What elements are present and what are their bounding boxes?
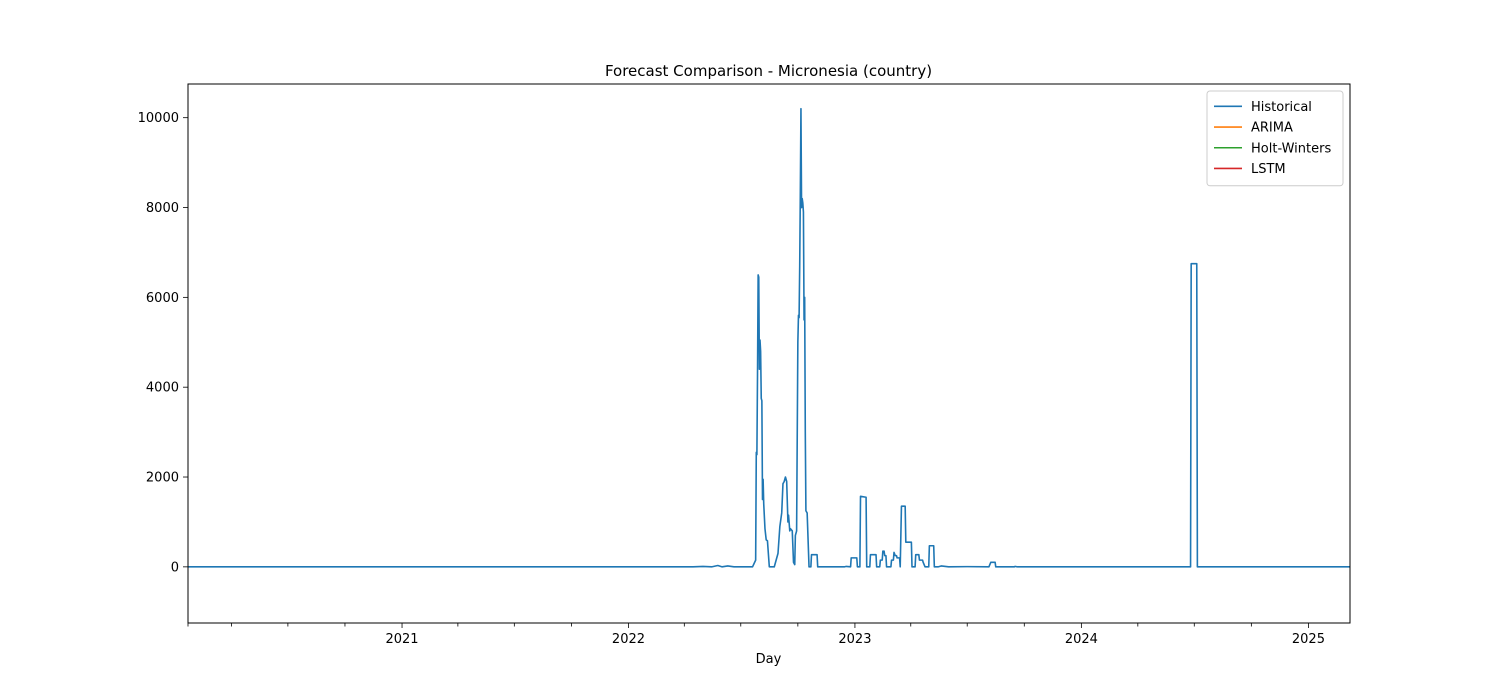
- y-tick-label: 10000: [138, 111, 179, 126]
- series-layer: [188, 107, 1350, 568]
- legend-label-lstm: LSTM: [1251, 162, 1286, 177]
- chart-title: Forecast Comparison - Micronesia (countr…: [605, 62, 932, 80]
- legend-label-historical: Historical: [1251, 100, 1312, 115]
- x-tick-label: 2023: [838, 632, 871, 647]
- y-tick-label: 4000: [146, 381, 179, 396]
- x-tick-label: 2025: [1292, 632, 1325, 647]
- x-tick-label: 2022: [612, 632, 645, 647]
- y-axis: 0 2000 4000 6000 8000 10000: [138, 111, 188, 575]
- y-tick-label: 8000: [146, 201, 179, 216]
- series-line-historical: [188, 107, 1350, 568]
- x-axis: 2021 2022 2023 2024 2025: [187, 623, 1325, 647]
- legend: Historical ARIMA Holt-Winters LSTM: [1206, 90, 1344, 187]
- y-tick-label: 6000: [146, 291, 179, 306]
- y-tick-label: 2000: [146, 471, 179, 486]
- x-axis-title: Day: [756, 652, 782, 667]
- legend-label-arima: ARIMA: [1251, 121, 1293, 136]
- y-tick-label: 0: [171, 560, 179, 575]
- plot-frame: [187, 83, 1351, 624]
- legend-label-holt-winters: Holt-Winters: [1251, 141, 1331, 156]
- x-tick-label: 2024: [1065, 632, 1098, 647]
- x-tick-label: 2021: [385, 632, 418, 647]
- legend-box: [1206, 90, 1344, 187]
